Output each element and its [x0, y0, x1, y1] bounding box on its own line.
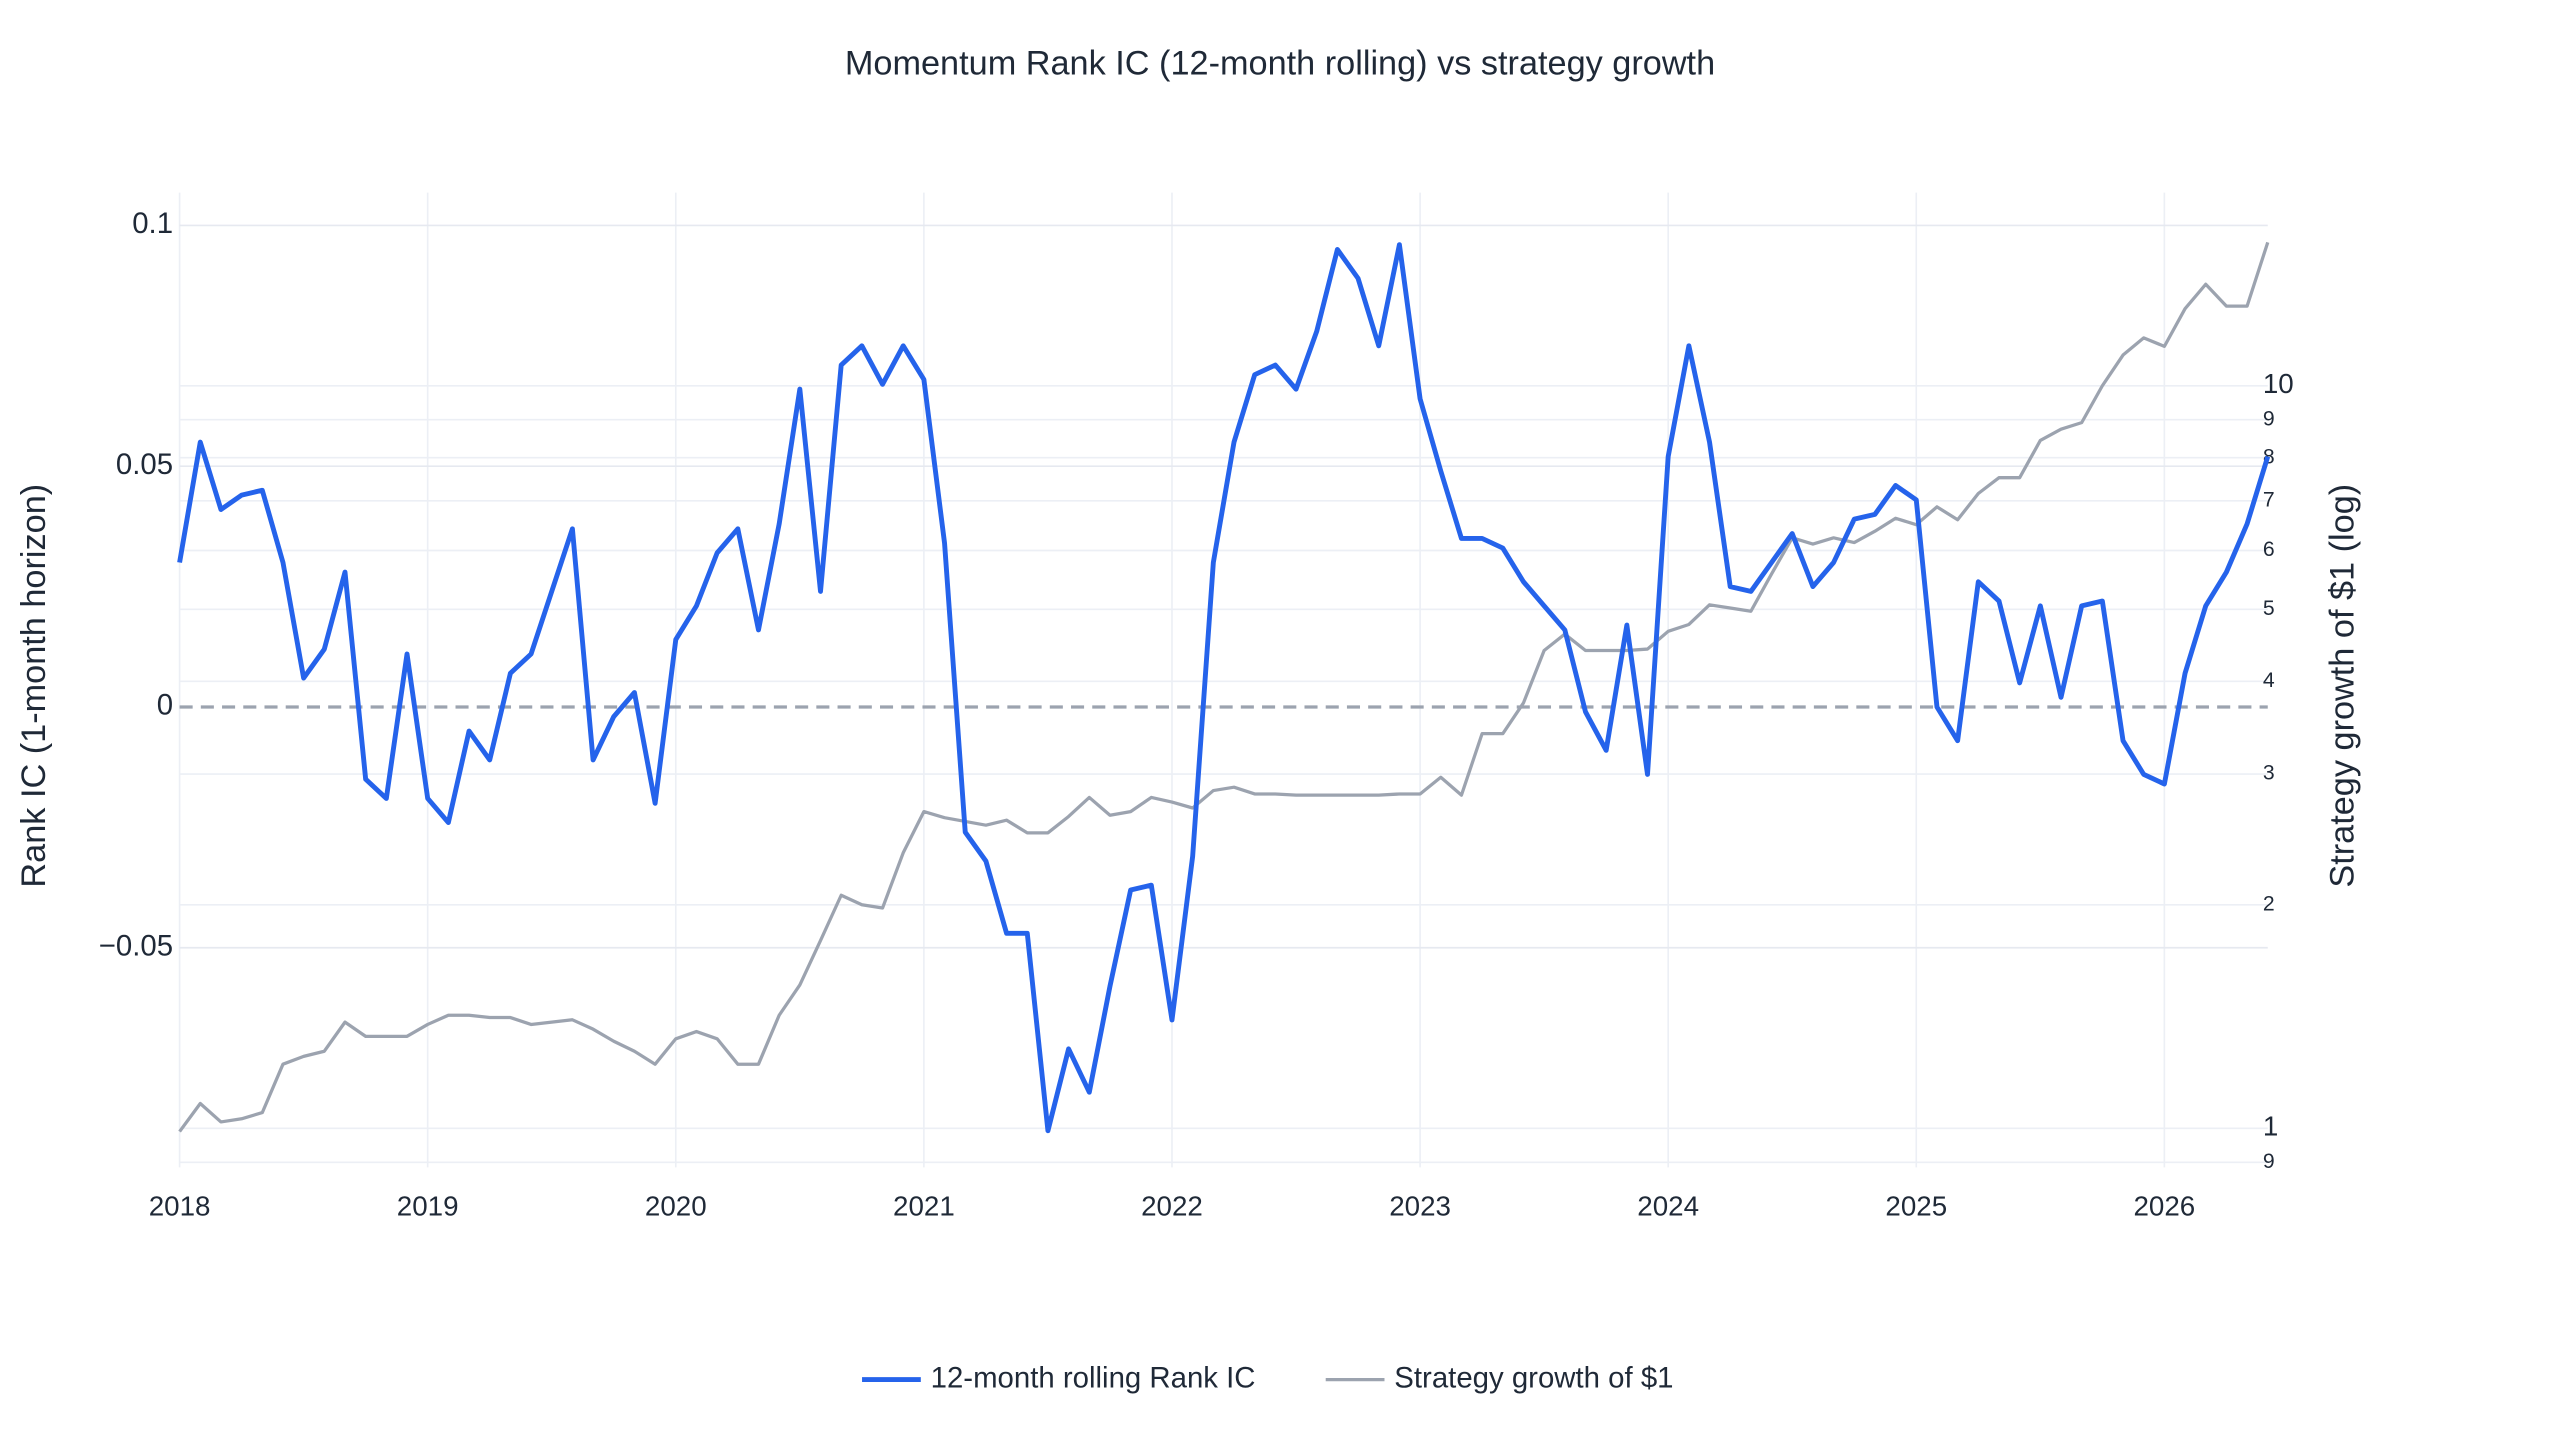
series-line: [178, 241, 2270, 1133]
x-tick-label: 2022: [1141, 1190, 1203, 1221]
y2-tick-label: 7: [2263, 488, 2275, 511]
x-tick-label: 2021: [893, 1190, 955, 1221]
y2-tick-label: 2: [2263, 892, 2275, 915]
y-axis-title: Rank IC (1-month horizon): [15, 484, 53, 888]
x-tick-label: 2025: [1885, 1190, 1947, 1221]
y2-tick-label: 8: [2263, 445, 2275, 468]
y-tick-label: −0.05: [99, 930, 173, 963]
chart-title: Momentum Rank IC (12-month rolling) vs s…: [845, 44, 1715, 82]
x-tick-label: 2020: [645, 1190, 707, 1221]
y2-tick-label: 4: [2263, 669, 2275, 692]
y2-tick-label: 9: [2263, 1150, 2275, 1173]
y2-tick-label: 10: [2263, 368, 2294, 399]
x-tick-label: 2018: [149, 1190, 211, 1221]
x-tick-label: 2019: [397, 1190, 459, 1221]
y2-tick-label: 6: [2263, 538, 2275, 561]
y2-tick-label: 1: [2263, 1111, 2278, 1142]
x-tick-label: 2023: [1389, 1190, 1451, 1221]
y-tick-label: 0.1: [132, 207, 173, 240]
x-tick-label: 2026: [2134, 1190, 2196, 1221]
x-tick-label: 2024: [1637, 1190, 1699, 1221]
legend-label: Strategy growth of $1: [1394, 1361, 1673, 1394]
y2-tick-label: 5: [2263, 597, 2275, 620]
y-tick-label: 0: [157, 689, 173, 722]
y-tick-label: 0.05: [116, 448, 173, 481]
y2-tick-label: 3: [2263, 762, 2275, 785]
y2-tick-label: 9: [2263, 407, 2275, 430]
y2-axis-title: Strategy growth of $1 (log): [2324, 484, 2362, 888]
series-line: [177, 242, 2271, 1134]
legend-label: 12-month rolling Rank IC: [931, 1361, 1256, 1394]
